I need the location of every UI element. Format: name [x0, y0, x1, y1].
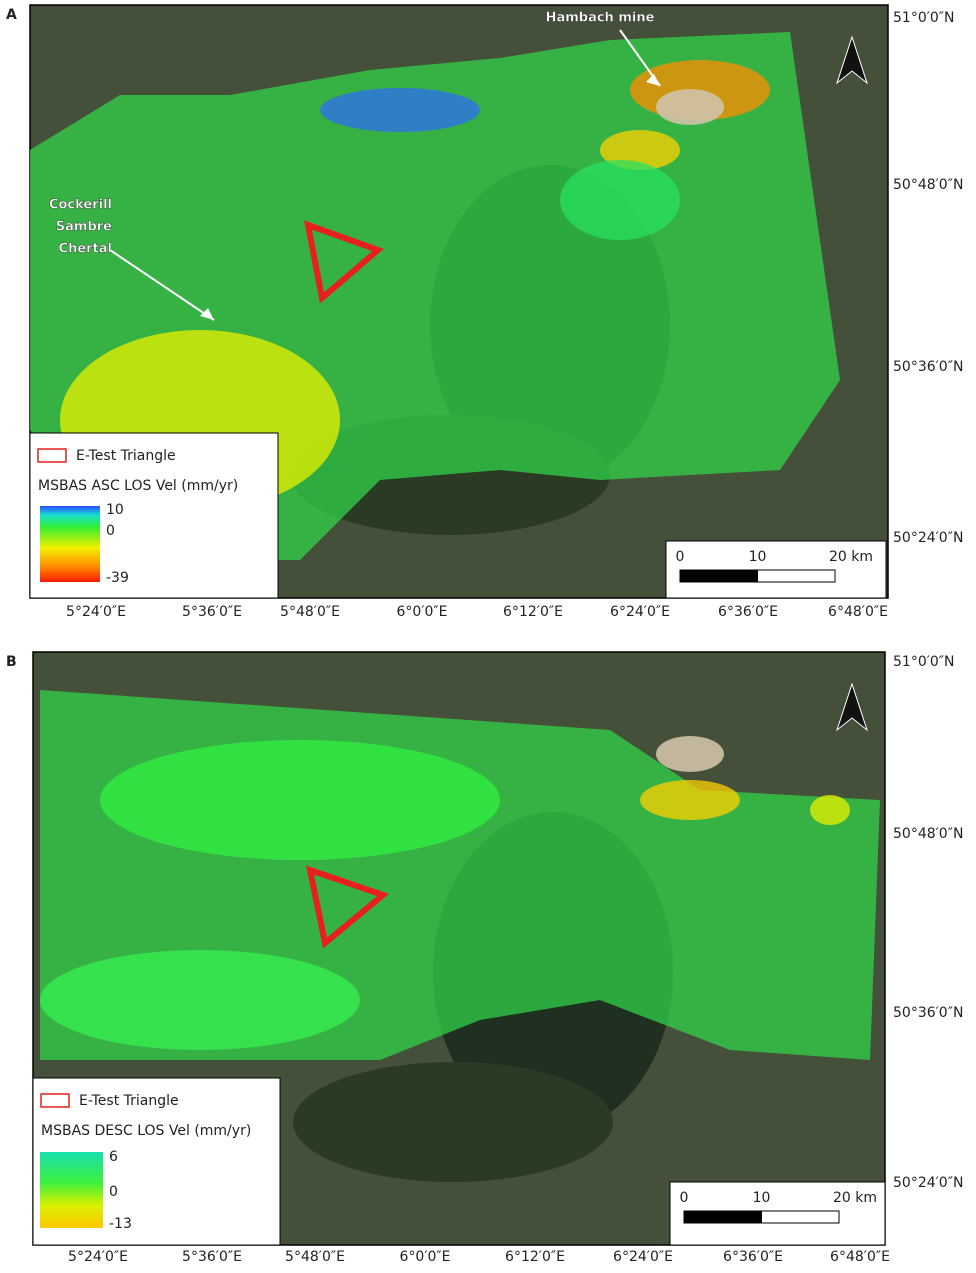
hambach-mine — [656, 736, 724, 772]
scalebar-label: 20 km — [829, 549, 873, 565]
legend-title: MSBAS DESC LOS Vel (mm/yr) — [41, 1123, 251, 1139]
longitude-label: 6°12′0″E — [505, 1249, 565, 1265]
north-arrow — [836, 682, 868, 732]
longitude-label: 5°48′0″E — [280, 604, 340, 620]
latitude-label: 50°24′0″N — [893, 530, 963, 546]
annotation-label: Hambach mine — [546, 11, 655, 26]
longitude-label: 5°36′0″E — [182, 604, 242, 620]
latitude-label: 50°48′0″N — [893, 826, 963, 842]
map-panel: B E-Test Triangle MSBAS DESC LOS Vel (mm/y… — [6, 651, 963, 1265]
scalebar-label: 0 — [676, 549, 685, 565]
legend-triangle-label: E-Test Triangle — [76, 448, 176, 464]
colorbar-label: 0 — [106, 523, 115, 539]
forest — [293, 1062, 613, 1182]
colorbar-label: -39 — [106, 570, 129, 586]
scalebar-label: 10 — [749, 549, 767, 565]
longitude-label: 6°24′0″E — [613, 1249, 673, 1265]
longitude-label: 6°48′0″E — [828, 604, 888, 620]
panel-label: B — [6, 654, 17, 670]
velocity-patch — [560, 160, 680, 240]
legend-triangle-label: E-Test Triangle — [79, 1093, 179, 1109]
longitude-label: 6°48′0″E — [830, 1249, 890, 1265]
colorbar — [40, 1152, 103, 1228]
latitude-label: 50°48′0″N — [893, 177, 963, 193]
colorbar — [40, 506, 100, 582]
latitude-label: 50°24′0″N — [893, 1175, 963, 1191]
colorbar-label: 6 — [109, 1149, 118, 1165]
longitude-label: 6°0′0″E — [397, 604, 448, 620]
arrow-head — [646, 74, 660, 86]
scalebar-black — [683, 1210, 762, 1224]
scalebar-black — [679, 569, 758, 583]
annotation-label: Chertal — [59, 242, 112, 257]
latitude-label: 50°36′0″N — [893, 359, 963, 375]
legend-triangle-icon — [37, 448, 67, 463]
e-test-triangle — [306, 865, 390, 949]
longitude-label: 5°24′0″E — [68, 1249, 128, 1265]
latitude-label: 50°36′0″N — [893, 1005, 963, 1021]
scalebar-white — [761, 1210, 840, 1224]
longitude-label: 6°36′0″E — [718, 604, 778, 620]
annotation-label: Sambre — [56, 220, 112, 235]
map-panel: A Hambach mine Cockerill Sambre Chertal E-Tes… — [6, 4, 963, 620]
latitude-label: 51°0′0″N — [893, 654, 955, 670]
longitude-label: 5°24′0″E — [66, 604, 126, 620]
e-test-triangle — [304, 220, 384, 304]
scalebar-label: 20 km — [833, 1190, 877, 1206]
colorbar-label: -13 — [109, 1216, 132, 1232]
longitude-label: 6°12′0″E — [503, 604, 563, 620]
hambach-mine — [656, 89, 724, 125]
annotation-label: Cockerill — [49, 198, 112, 213]
longitude-label: 6°0′0″E — [400, 1249, 451, 1265]
scalebar-label: 10 — [753, 1190, 771, 1206]
arrow-head — [200, 308, 214, 320]
panel-label: A — [6, 7, 17, 23]
north-arrow — [836, 35, 868, 85]
longitude-label: 5°36′0″E — [182, 1249, 242, 1265]
colorbar-label: 10 — [106, 502, 124, 518]
velocity-patch — [320, 88, 480, 132]
longitude-label: 5°48′0″E — [285, 1249, 345, 1265]
longitude-label: 6°24′0″E — [610, 604, 670, 620]
scalebar-white — [757, 569, 836, 583]
annotation-arrow — [109, 249, 215, 321]
latitude-label: 51°0′0″N — [893, 10, 955, 26]
longitude-label: 6°36′0″E — [723, 1249, 783, 1265]
colorbar-label: 0 — [109, 1184, 118, 1200]
velocity-patch — [40, 950, 360, 1050]
velocity-patch — [640, 780, 740, 820]
velocity-patch — [810, 795, 850, 825]
velocity-patch — [100, 740, 500, 860]
legend-title: MSBAS ASC LOS Vel (mm/yr) — [38, 478, 238, 494]
scalebar-label: 0 — [680, 1190, 689, 1206]
legend-triangle-icon — [40, 1093, 70, 1108]
